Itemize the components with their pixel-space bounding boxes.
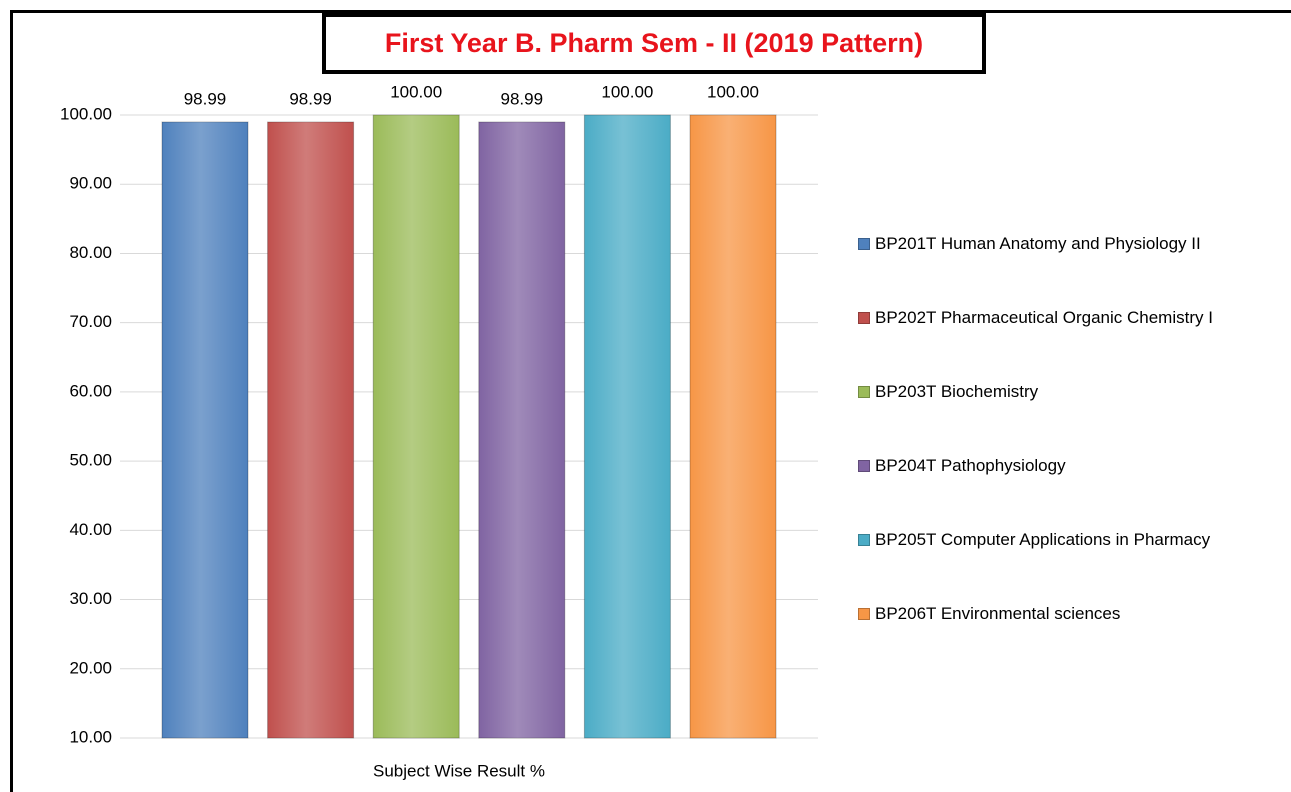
data-label: 98.99 [184,89,227,108]
legend-swatch [858,238,870,250]
y-tick-label: 80.00 [69,243,112,262]
chart-title: First Year B. Pharm Sem - II (2019 Patte… [385,28,923,58]
title-box [322,13,986,74]
legend-item: BP206T Environmental sciences [858,600,1278,627]
data-label: 98.99 [289,89,332,108]
legend-label: BP205T Computer Applications in Pharmacy [875,530,1211,549]
y-tick-label: 10.00 [69,727,112,746]
bar-shine [267,121,354,738]
legend-swatch [858,534,870,546]
bar-shine [162,121,248,738]
legend-swatch [858,312,870,324]
legend-label: BP202T Pharmaceutical Organic Chemistry … [875,308,1213,327]
legend-label: BP204T Pathophysiology [875,456,1066,475]
y-tick-label: 60.00 [69,381,112,400]
x-tick-label: Subject Wise Result % [373,761,545,780]
legend-item: BP201T Human Anatomy and Physiology II [858,230,1278,257]
data-label: 100.00 [707,82,759,101]
y-tick-label: 70.00 [69,312,112,331]
y-tick-label: 20.00 [69,658,112,677]
bar-shine [584,115,671,738]
legend-label: BP201T Human Anatomy and Physiology II [875,234,1201,253]
bar-shine [373,115,460,738]
y-tick-label: 40.00 [69,520,112,539]
y-tick-label: 30.00 [69,589,112,608]
y-tick-label: 100.00 [60,104,112,123]
legend-swatch [858,460,870,472]
data-label: 100.00 [601,82,653,101]
data-label: 98.99 [501,89,544,108]
legend-swatch [858,608,870,620]
legend-label: BP206T Environmental sciences [875,604,1121,623]
bar-shine [478,121,565,738]
data-label: 100.00 [390,82,442,101]
y-tick-label: 90.00 [69,174,112,193]
legend-item: BP202T Pharmaceutical Organic Chemistry … [858,304,1278,331]
y-tick-label: 50.00 [69,451,112,470]
legend-item: BP205T Computer Applications in Pharmacy [858,526,1278,553]
legend-swatch [858,386,870,398]
legend-label: BP203T Biochemistry [875,382,1039,401]
bar-shine [690,115,776,738]
legend-item: BP204T Pathophysiology [858,452,1278,479]
legend-item: BP203T Biochemistry [858,378,1278,405]
